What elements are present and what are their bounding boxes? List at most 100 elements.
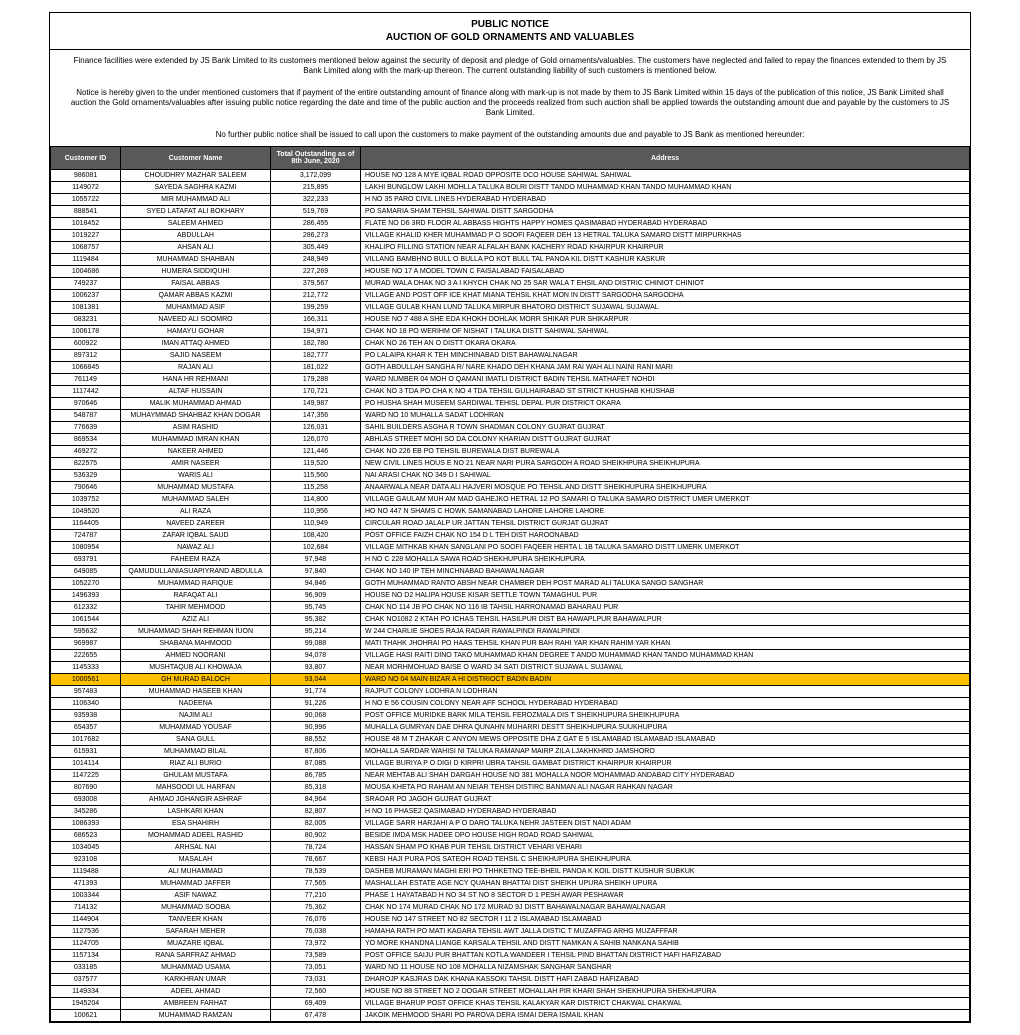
- cell-address: HOUSE NO 17 A MODEL TOWN C FAISALABAD FA…: [361, 266, 970, 278]
- cell-amount: 97,948: [271, 554, 361, 566]
- table-row: 100621MUHAMMAD RAMZAN67,478JAKOIK MEHMOO…: [51, 1010, 970, 1022]
- cell-address: VILLAGE SARR HARJAHI A P O DARO TALUKA N…: [361, 818, 970, 830]
- cell-amount: 78,539: [271, 866, 361, 878]
- cell-address: H NO C 228 MOHALLA SAWA ROAD SHEKHUPURA …: [361, 554, 970, 566]
- cell-address: HOUSE NO D2 HALIPA HOUSE KISAR SETTLE TO…: [361, 590, 970, 602]
- cell-name: AMIR NASEER: [121, 458, 271, 470]
- table-row: 888541SYED LATAFAT ALI BOKHARY519,769PO …: [51, 206, 970, 218]
- cell-address: NAI ARASI CHAK NO 349 D I SAHIWAL: [361, 470, 970, 482]
- cell-id: 1147225: [51, 770, 121, 782]
- cell-id: 923108: [51, 854, 121, 866]
- cell-address: MATI THAHK JHOHRAI PO HAAS TEHSIL KHAN P…: [361, 638, 970, 650]
- cell-address: HO NO 447 N SHAMS C HOWK SAMANABAD LAHOR…: [361, 506, 970, 518]
- cell-name: SYED LATAFAT ALI BOKHARY: [121, 206, 271, 218]
- cell-amount: 119,520: [271, 458, 361, 470]
- cell-address: POST OFFICE MURIDKE BARK MILA TEHSIL FER…: [361, 710, 970, 722]
- cell-name: ASIM RASHID: [121, 422, 271, 434]
- cell-amount: 99,088: [271, 638, 361, 650]
- cell-name: MUHAMMAD ASIF: [121, 302, 271, 314]
- cell-amount: 95,382: [271, 614, 361, 626]
- cell-address: CHAK NO1082 2 KTAH PO ICHAS TEHSIL HASIL…: [361, 614, 970, 626]
- cell-amount: 126,031: [271, 422, 361, 434]
- cell-id: 1945204: [51, 998, 121, 1010]
- cell-name: WARIS ALI: [121, 470, 271, 482]
- table-row: 1106340NADEENA91,226H NO E 56 COUSIN COL…: [51, 698, 970, 710]
- cell-name: KARKHRAN UMAR: [121, 974, 271, 986]
- cell-name: AHSAN ALI: [121, 242, 271, 254]
- table-row: 714132MUHAMMAD SOOBA75,362CHAK NO 174 MU…: [51, 902, 970, 914]
- table-row: 1080954NAWAZ ALI102,684VILLAGE MITHKAB K…: [51, 542, 970, 554]
- table-row: 1049520ALI RAZA110,956HO NO 447 N SHAMS …: [51, 506, 970, 518]
- table-row: 1039752MUHAMMAD SALEH114,800VILLAGE GAUL…: [51, 494, 970, 506]
- table-row: 869534MUHAMMAD IMRAN KHAN126,070ABHLAS S…: [51, 434, 970, 446]
- cell-address: VILLANG BAMBHNO BULL O BULLA PO KOT BULL…: [361, 254, 970, 266]
- cell-amount: 82,807: [271, 806, 361, 818]
- cell-address: RAJPUT COLONY LODHRA N LODHRAN: [361, 686, 970, 698]
- cell-name: HUMERA SIDDIQUHI: [121, 266, 271, 278]
- col-customer-name: Customer Name: [121, 147, 271, 170]
- cell-name: HAMAYU GOHAR: [121, 326, 271, 338]
- table-row: 790646MUHAMMAD MUSTAFA115,258ANAARWALA N…: [51, 482, 970, 494]
- table-row: 761149HANA HR REHMANI179,288WARD NUMBER …: [51, 374, 970, 386]
- cell-amount: 95,745: [271, 602, 361, 614]
- cell-name: MAHSOODI UL HARFAN: [121, 782, 271, 794]
- table-row: 749237FAISAL ABBAS379,567MURAD WALA DHAK…: [51, 278, 970, 290]
- cell-address: WARD NO 11 HOUSE NO 108 MOHALLA NIZAMSHA…: [361, 962, 970, 974]
- cell-name: MUSHTAQUB ALI KHOWAJA: [121, 662, 271, 674]
- cell-name: MUHAMMAD SHAH REHMAN fUON: [121, 626, 271, 638]
- cell-address: WARD NO 10 MUHALLA SADAT LODHRAN: [361, 410, 970, 422]
- cell-amount: 73,972: [271, 938, 361, 950]
- cell-amount: 78,667: [271, 854, 361, 866]
- cell-name: SAJID NASEEM: [121, 350, 271, 362]
- table-row: 923108MASALAH78,667KEBSI HAJI PURA POS S…: [51, 854, 970, 866]
- cell-name: MOHAMMAD ADEEL RASHID: [121, 830, 271, 842]
- cell-amount: 85,318: [271, 782, 361, 794]
- cell-id: 1019227: [51, 230, 121, 242]
- cell-amount: 248,949: [271, 254, 361, 266]
- cell-address: VILLAGE BHARUP POST OFFICE KHAS TEHSIL K…: [361, 998, 970, 1010]
- cell-amount: 87,806: [271, 746, 361, 758]
- cell-name: MUHAMMAD YOUSAF: [121, 722, 271, 734]
- cell-amount: 76,076: [271, 914, 361, 926]
- cell-address: HOUSE NO 128 A MYE IQBAL ROAD OPPOSITE D…: [361, 170, 970, 182]
- cell-amount: 94,078: [271, 650, 361, 662]
- cell-name: LASHKARI KHAN: [121, 806, 271, 818]
- cell-id: 957483: [51, 686, 121, 698]
- cell-address: FLATE NO D6 3RD FLOOR AL ABBASS HIGHTS H…: [361, 218, 970, 230]
- cell-id: 1052270: [51, 578, 121, 590]
- cell-name: MUHAMMAD RAMZAN: [121, 1010, 271, 1022]
- table-row: 1061544AZIZ ALI95,382CHAK NO1082 2 KTAH …: [51, 614, 970, 626]
- cell-name: NAWAZ ALI: [121, 542, 271, 554]
- cell-id: 1081381: [51, 302, 121, 314]
- cell-address: JAKOIK MEHMOOD SHARI PO PAROVA DERA ISMA…: [361, 1010, 970, 1022]
- cell-address: VILLAGE GULAB KHAN LUND TALUKA MIRPUR BH…: [361, 302, 970, 314]
- cell-amount: 215,895: [271, 182, 361, 194]
- cell-id: 693791: [51, 554, 121, 566]
- doc-subtitle: AUCTION OF GOLD ORNAMENTS AND VALUABLES: [50, 32, 970, 50]
- col-customer-id: Customer ID: [51, 147, 121, 170]
- cell-name: NAKEER AHMED: [121, 446, 271, 458]
- cell-address: VILLAGE GAULAM MUH AM MAD GAHEJKO HETRAL…: [361, 494, 970, 506]
- cell-name: SAFARAH MEHER: [121, 926, 271, 938]
- cell-id: 1061544: [51, 614, 121, 626]
- cell-amount: 94,846: [271, 578, 361, 590]
- table-row: 469272NAKEER AHMED121,446CHAK NO 226 EB …: [51, 446, 970, 458]
- cell-name: ADEEL AHMAD: [121, 986, 271, 998]
- cell-amount: 84,964: [271, 794, 361, 806]
- cell-name: IMAN ATTAQ AHMED: [121, 338, 271, 350]
- cell-id: 1000561: [51, 674, 121, 686]
- cell-name: RIAZ ALI BURIO: [121, 758, 271, 770]
- cell-id: 548787: [51, 410, 121, 422]
- cell-name: ZAFAR IQBAL SAUD: [121, 530, 271, 542]
- cell-address: MOUSA KHETA PO RAHAM AN NEIAR TEHSH DIST…: [361, 782, 970, 794]
- cell-name: AHMAD JGHANGIR ASHRAF: [121, 794, 271, 806]
- cell-id: 776639: [51, 422, 121, 434]
- cell-id: 083231: [51, 314, 121, 326]
- cell-amount: 322,233: [271, 194, 361, 206]
- cell-address: GOTH ABDULLAH SANGHA R/ NARE KHADO DEH K…: [361, 362, 970, 374]
- cell-id: 1117442: [51, 386, 121, 398]
- cell-address: HOUSE NO 88 STREET NO 2 DOGAR STREET MOH…: [361, 986, 970, 998]
- cell-address: YO MORE KHANDNA LIANGE KARSALA TEHSIL AN…: [361, 938, 970, 950]
- cell-address: HOUSE 48 M T ZHAKAR C ANYON MEWS OPPOSIT…: [361, 734, 970, 746]
- cell-address: NEAR MORHMOHUAD BAISE O WARD 34 SATI DIS…: [361, 662, 970, 674]
